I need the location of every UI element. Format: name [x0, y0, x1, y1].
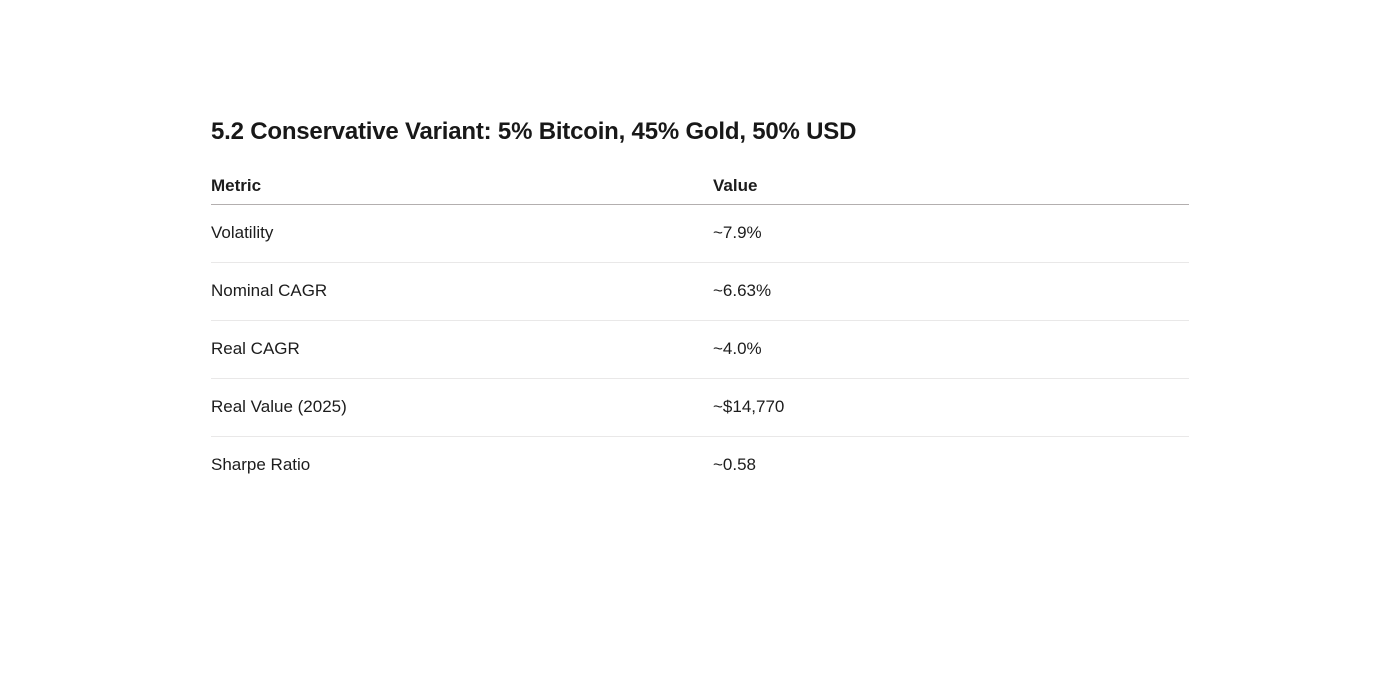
table-row: Real CAGR ~4.0%: [211, 320, 1189, 379]
column-header-value: Value: [713, 167, 1189, 205]
metric-cell: Sharpe Ratio: [211, 455, 311, 474]
metric-cell: Nominal CAGR: [211, 262, 713, 321]
metrics-table: Metric Value Volatility ~7.9% Nominal CA…: [211, 167, 1189, 494]
metric-cell: Real CAGR: [211, 320, 713, 379]
value-cell: ~7.9%: [713, 204, 1189, 263]
value-cell: ~6.63%: [713, 262, 1189, 321]
value-cell: ~$14,770: [713, 378, 1189, 437]
table-row: Sharpe Ratio ~0.58: [211, 437, 1189, 495]
value-cell: ~4.0%: [713, 320, 1189, 379]
metric-cell: Real Value (2025): [211, 378, 713, 437]
metric-cell: Volatility: [211, 204, 713, 263]
column-header-metric: Metric: [211, 167, 713, 205]
table-row: Nominal CAGR ~6.63%: [211, 262, 1189, 321]
article-section: 5.2 Conservative Variant: 5% Bitcoin, 45…: [211, 116, 1189, 494]
table-row: Volatility ~7.9%: [211, 204, 1189, 263]
value-cell: ~0.58: [713, 455, 757, 474]
table-row: Real Value (2025) ~$14,770: [211, 378, 1189, 437]
page-title: 5.2 Conservative Variant: 5% Bitcoin, 45…: [211, 118, 857, 145]
table-header-row: Metric Value: [211, 167, 1189, 205]
